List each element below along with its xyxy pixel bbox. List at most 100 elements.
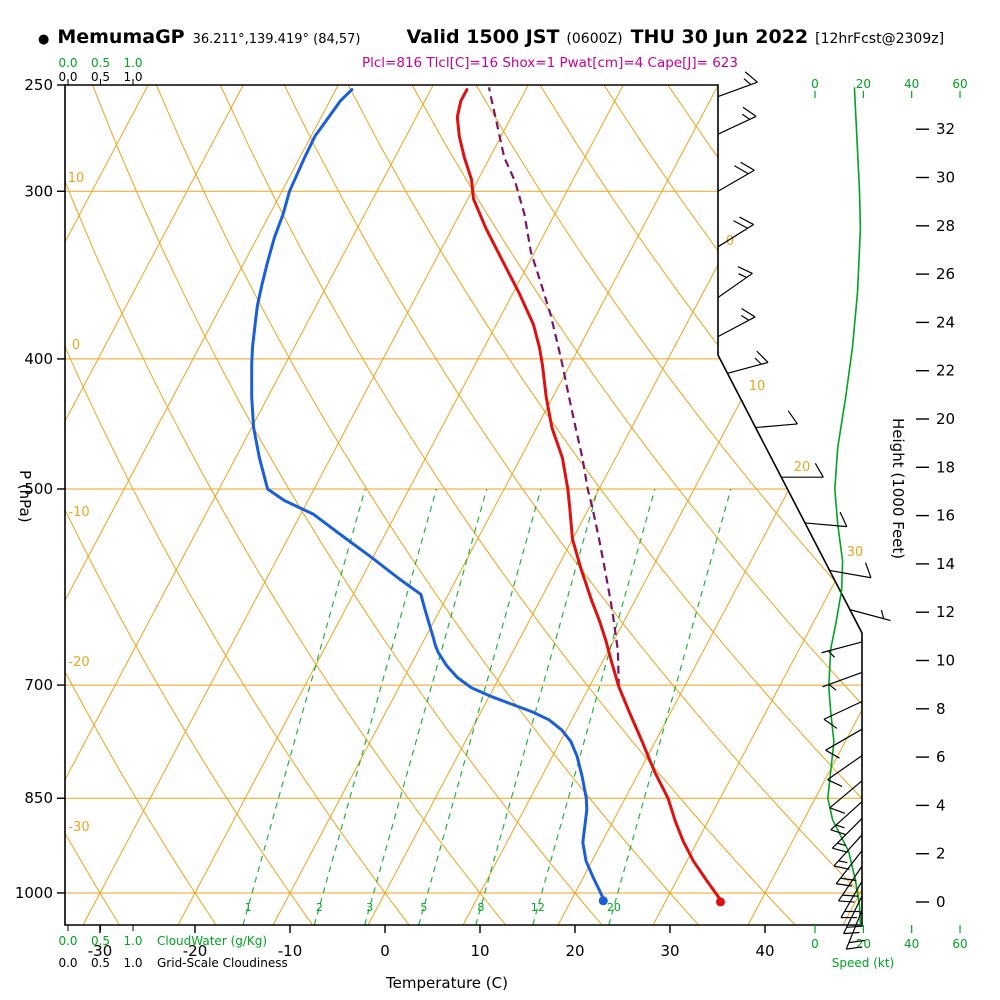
speed-scale-label-top: 60 <box>952 77 967 91</box>
temperature-tick-label: 10 <box>470 942 489 960</box>
mixing-ratio-label: 8 <box>477 901 484 914</box>
speed-scale-label-bottom: 60 <box>952 937 967 951</box>
wind-barbs <box>717 71 891 950</box>
isotherm-line <box>652 85 862 925</box>
pressure-axis-title: P (hPa) <box>16 470 34 523</box>
mixing-ratio-line <box>532 488 656 925</box>
temperature-tick-label: 30 <box>660 942 679 960</box>
wind-barb <box>845 909 865 950</box>
dry-adiabat-label: 0 <box>72 338 80 353</box>
wind-barb <box>717 71 758 98</box>
valid-zulu: (0600Z) <box>566 31 623 47</box>
mixing-ratio-label: 12 <box>531 901 545 914</box>
wind-barb <box>804 511 848 528</box>
dry-adiabat-line <box>65 85 218 925</box>
profiles <box>250 87 725 907</box>
wind-barb <box>727 350 769 374</box>
temperature-tick-label: -30 <box>88 942 113 960</box>
mixing-ratio-label: 3 <box>366 901 373 914</box>
dry-adiabat-label: 10 <box>68 171 85 186</box>
stability-params: Plcl=816 Tlcl[C]=16 Shox=1 Pwat[cm]=4 Ca… <box>361 55 738 71</box>
height-tick-label: 2 <box>936 845 946 863</box>
height-tick-label: 24 <box>936 313 955 331</box>
wind-barb <box>830 801 863 836</box>
cloudiness-scale-label-bottom: 1.0 <box>123 956 142 970</box>
isotherm-label: 10 <box>749 379 766 394</box>
mixing-ratio-line <box>475 488 599 925</box>
temperature-tick-label: 20 <box>565 942 584 960</box>
isotherm-line <box>65 85 434 925</box>
dry-adiabat-label: -30 <box>68 820 89 835</box>
dry-adiabat-line <box>155 85 701 925</box>
mixing-ratio-label: 1 <box>245 901 252 914</box>
temperature-tick-label: 0 <box>380 942 390 960</box>
wind-barb <box>843 895 863 935</box>
wind-barb <box>833 834 863 870</box>
cloudiness-scale-label-top: 0.5 <box>91 70 110 84</box>
valid-time: Valid 1500 JST <box>406 26 560 48</box>
isotherm-line <box>557 85 862 925</box>
mixing-ratio-line <box>364 488 488 925</box>
temperature-tick-label: -10 <box>278 942 303 960</box>
wind-barb <box>755 410 798 429</box>
wind-barb <box>823 700 863 729</box>
cloudwater-scale-label-bottom: 0.0 <box>58 934 77 948</box>
mixing-ratio-label: 2 <box>316 901 323 914</box>
wind-barb <box>821 641 863 658</box>
isotherm-line <box>177 85 624 925</box>
dry-adiabat-line <box>65 85 508 925</box>
isotherm-line <box>462 85 862 925</box>
isotherm-label: 30 <box>847 545 864 560</box>
surface-temperature-dot <box>715 897 725 907</box>
height-tick-label: 10 <box>936 652 955 670</box>
dry-adiabat-line <box>65 85 315 925</box>
dewpoint-curve <box>250 88 605 901</box>
dry-adiabat-line <box>219 85 798 925</box>
wind-barb <box>838 865 863 903</box>
mixing-ratio-line <box>608 488 732 925</box>
wind-barb <box>829 780 863 814</box>
wind-barb <box>829 562 872 579</box>
cloudiness-scale-label-bottom: 0.5 <box>91 956 110 970</box>
height-tick-label: 22 <box>936 362 955 380</box>
wind-barb <box>849 609 891 622</box>
temperature-axis-title: Temperature (C) <box>385 974 508 992</box>
temperature-tick-label: 40 <box>755 942 774 960</box>
speed-scale-label-bottom: 0 <box>811 937 819 951</box>
wind-barb <box>825 728 863 759</box>
pressure-tick-label: 400 <box>24 350 53 368</box>
height-tick-label: 18 <box>936 458 955 476</box>
pressure-tick-label: 850 <box>24 789 53 807</box>
cloudwater-scale-label-top: 0.5 <box>91 56 110 70</box>
station-coords: 36.211°,139.419° (84,57) <box>192 32 361 47</box>
wind-barb <box>781 463 824 478</box>
speed-scale-label-bottom: 40 <box>904 937 919 951</box>
dry-adiabat-line <box>92 85 605 925</box>
pressure-tick-label: 300 <box>24 182 53 200</box>
temperature-tick-label: -20 <box>183 942 208 960</box>
chart-title: ● MemumaGP 36.211°,139.419° (84,57) Vali… <box>38 26 988 48</box>
wind-barb <box>822 671 863 691</box>
dry-adiabat-line <box>475 85 862 925</box>
cloudwater-scale-label-top: 1.0 <box>123 56 142 70</box>
surface-dewpoint-dot <box>598 896 608 906</box>
isotherm-line <box>272 85 719 925</box>
wind-barb <box>717 307 756 338</box>
height-tick-label: 6 <box>936 748 946 766</box>
wind-barb <box>831 818 863 853</box>
isotherm-line <box>747 85 862 925</box>
temperature-curve <box>455 88 722 902</box>
pressure-tick-label: 1000 <box>15 884 53 902</box>
speed-scale-label-top: 20 <box>856 77 871 91</box>
mixing-ratio-line <box>242 488 366 925</box>
isotherm-line <box>65 85 244 925</box>
mixing-ratio-label: 5 <box>420 901 427 914</box>
isotherm-label: 0 <box>726 234 734 249</box>
cloudwater-scale-label-bottom: 1.0 <box>123 934 142 948</box>
grid-lines <box>65 85 862 925</box>
cloudiness-scale-label-top: 1.0 <box>123 70 142 84</box>
dry-adiabat-line <box>347 85 862 925</box>
wind-barb <box>840 880 863 919</box>
isotherm-line <box>82 85 529 925</box>
